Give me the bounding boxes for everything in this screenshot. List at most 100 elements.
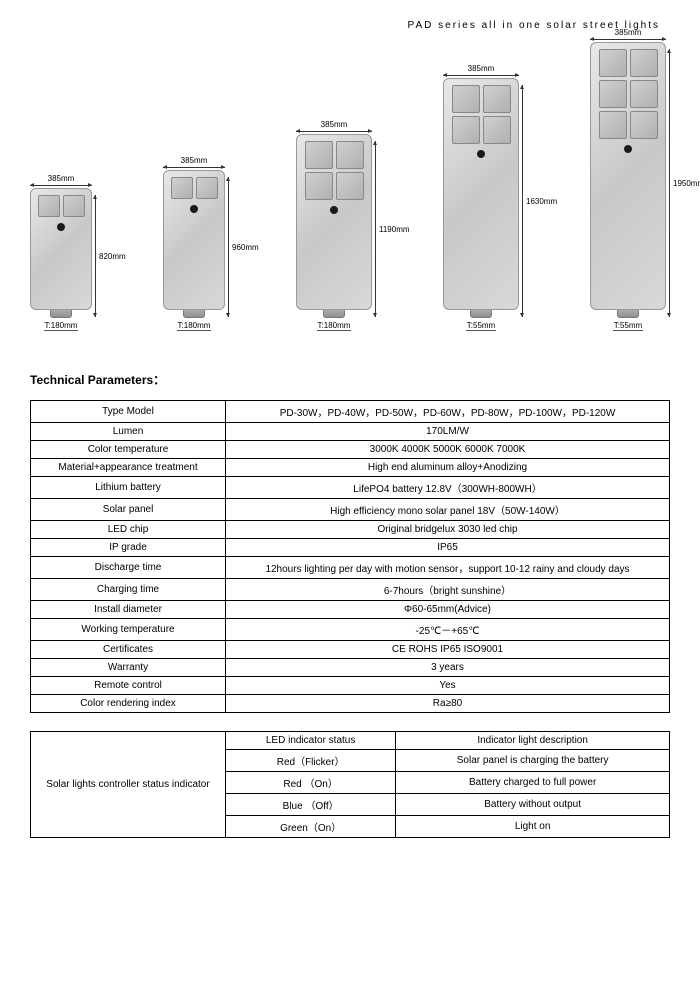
product-item: 385mm T:55mm 1950mm bbox=[590, 28, 670, 331]
table-row: Material+appearance treatment High end a… bbox=[31, 459, 670, 477]
led-panel-icon bbox=[630, 80, 658, 108]
spec-value: 170LM/W bbox=[226, 423, 670, 441]
spec-value: 3 years bbox=[226, 659, 670, 677]
led-panel-icon bbox=[630, 49, 658, 77]
spec-label: Lithium battery bbox=[31, 477, 226, 499]
indicator-status: Red（Flicker） bbox=[226, 750, 396, 772]
led-panel-icon bbox=[599, 49, 627, 77]
light-body-icon bbox=[590, 42, 666, 310]
sensor-icon bbox=[190, 205, 198, 213]
table-row: Install diameter Φ60-65mm(Advice) bbox=[31, 601, 670, 619]
table-row: Discharge time 12hours lighting per day … bbox=[31, 557, 670, 579]
height-label: 1950mm bbox=[673, 179, 700, 188]
spec-label: Color temperature bbox=[31, 441, 226, 459]
spec-label: Warranty bbox=[31, 659, 226, 677]
spec-value: 6-7hours（bright sunshine） bbox=[226, 579, 670, 601]
height-label: 960mm bbox=[232, 243, 259, 252]
led-panel-icon bbox=[305, 141, 333, 169]
spec-label: Certificates bbox=[31, 641, 226, 659]
indicator-desc: Battery without output bbox=[396, 794, 670, 816]
spec-label: Lumen bbox=[31, 423, 226, 441]
spec-value: -25℃－+65℃ bbox=[226, 619, 670, 641]
indicator-status: Red （On） bbox=[226, 772, 396, 794]
indicator-desc: Solar panel is charging the battery bbox=[396, 750, 670, 772]
table-row: Color rendering index Ra≥80 bbox=[31, 695, 670, 713]
spec-label: Charging time bbox=[31, 579, 226, 601]
product-item: 385mm T:180mm 1190mm bbox=[296, 120, 376, 331]
spec-label: IP grade bbox=[31, 539, 226, 557]
indicator-desc: Light on bbox=[396, 816, 670, 838]
spec-table: Type Model PD-30W，PD-40W，PD-50W，PD-60W，P… bbox=[30, 400, 670, 713]
spec-value: Φ60-65mm(Advice) bbox=[226, 601, 670, 619]
height-label: 1630mm bbox=[526, 197, 557, 206]
led-panel-icon bbox=[452, 116, 480, 144]
section-title-specs: Technical Parameters： bbox=[30, 371, 670, 388]
table-row: Color temperature 3000K 4000K 5000K 6000… bbox=[31, 441, 670, 459]
light-body-icon bbox=[296, 134, 372, 310]
table-row: Remote control Yes bbox=[31, 677, 670, 695]
led-panel-icon bbox=[483, 116, 511, 144]
sensor-icon bbox=[330, 206, 338, 214]
spec-value: Ra≥80 bbox=[226, 695, 670, 713]
led-panel-icon bbox=[452, 85, 480, 113]
indicator-status: Green（On） bbox=[226, 816, 396, 838]
led-panel-icon bbox=[38, 195, 60, 217]
table-row: Solar panel High efficiency mono solar p… bbox=[31, 499, 670, 521]
spec-label: Color rendering index bbox=[31, 695, 226, 713]
table-row: Solar lights controller status indicator… bbox=[31, 732, 670, 750]
spec-label: Type Model bbox=[31, 401, 226, 423]
sensor-icon bbox=[477, 150, 485, 158]
height-label: 820mm bbox=[99, 252, 126, 261]
table-row: Lumen 170LM/W bbox=[31, 423, 670, 441]
indicator-header: Indicator light description bbox=[396, 732, 670, 750]
thickness-label: T:55mm bbox=[466, 321, 496, 331]
indicator-header: LED indicator status bbox=[226, 732, 396, 750]
indicator-row-label: Solar lights controller status indicator bbox=[31, 732, 226, 838]
spec-value: 12hours lighting per day with motion sen… bbox=[226, 557, 670, 579]
width-label: 385mm bbox=[181, 156, 208, 165]
light-body-icon bbox=[30, 188, 92, 310]
thickness-label: T:55mm bbox=[613, 321, 643, 331]
spec-label: LED chip bbox=[31, 521, 226, 539]
table-row: Type Model PD-30W，PD-40W，PD-50W，PD-60W，P… bbox=[31, 401, 670, 423]
led-panel-icon bbox=[630, 111, 658, 139]
width-label: 385mm bbox=[468, 64, 495, 73]
width-label: 385mm bbox=[48, 174, 75, 183]
spec-value: Original bridgelux 3030 led chip bbox=[226, 521, 670, 539]
led-panel-icon bbox=[171, 177, 193, 199]
width-label: 385mm bbox=[615, 28, 642, 37]
table-row: Working temperature -25℃－+65℃ bbox=[31, 619, 670, 641]
spec-value: IP65 bbox=[226, 539, 670, 557]
led-panel-icon bbox=[483, 85, 511, 113]
led-panel-icon bbox=[599, 80, 627, 108]
height-label: 1190mm bbox=[379, 225, 410, 234]
sensor-icon bbox=[624, 145, 632, 153]
led-panel-icon bbox=[336, 141, 364, 169]
product-lineup: 385mm T:180mm 820mm 385mm T:180mm bbox=[30, 41, 670, 331]
spec-value: PD-30W，PD-40W，PD-50W，PD-60W，PD-80W，PD-10… bbox=[226, 401, 670, 423]
spec-value: LifePO4 battery 12.8V（300WH-800WH） bbox=[226, 477, 670, 499]
spec-label: Discharge time bbox=[31, 557, 226, 579]
spec-value: Yes bbox=[226, 677, 670, 695]
width-label: 385mm bbox=[321, 120, 348, 129]
spec-label: Solar panel bbox=[31, 499, 226, 521]
spec-label: Remote control bbox=[31, 677, 226, 695]
light-body-icon bbox=[163, 170, 225, 310]
table-row: Certificates CE ROHS IP65 ISO9001 bbox=[31, 641, 670, 659]
spec-value: High efficiency mono solar panel 18V（50W… bbox=[226, 499, 670, 521]
table-row: LED chip Original bridgelux 3030 led chi… bbox=[31, 521, 670, 539]
indicator-desc: Battery charged to full power bbox=[396, 772, 670, 794]
thickness-label: T:180mm bbox=[317, 321, 352, 331]
spec-label: Working temperature bbox=[31, 619, 226, 641]
product-item: 385mm T:180mm 820mm bbox=[30, 174, 96, 331]
indicator-table: Solar lights controller status indicator… bbox=[30, 731, 670, 838]
spec-value: High end aluminum alloy+Anodizing bbox=[226, 459, 670, 477]
sensor-icon bbox=[57, 223, 65, 231]
led-panel-icon bbox=[599, 111, 627, 139]
thickness-label: T:180mm bbox=[177, 321, 212, 331]
page-title: PAD series all in one solar street light… bbox=[30, 20, 670, 31]
led-panel-icon bbox=[196, 177, 218, 199]
indicator-status: Blue （Off） bbox=[226, 794, 396, 816]
product-item: 385mm T:55mm 1630mm bbox=[443, 64, 523, 331]
light-body-icon bbox=[443, 78, 519, 310]
